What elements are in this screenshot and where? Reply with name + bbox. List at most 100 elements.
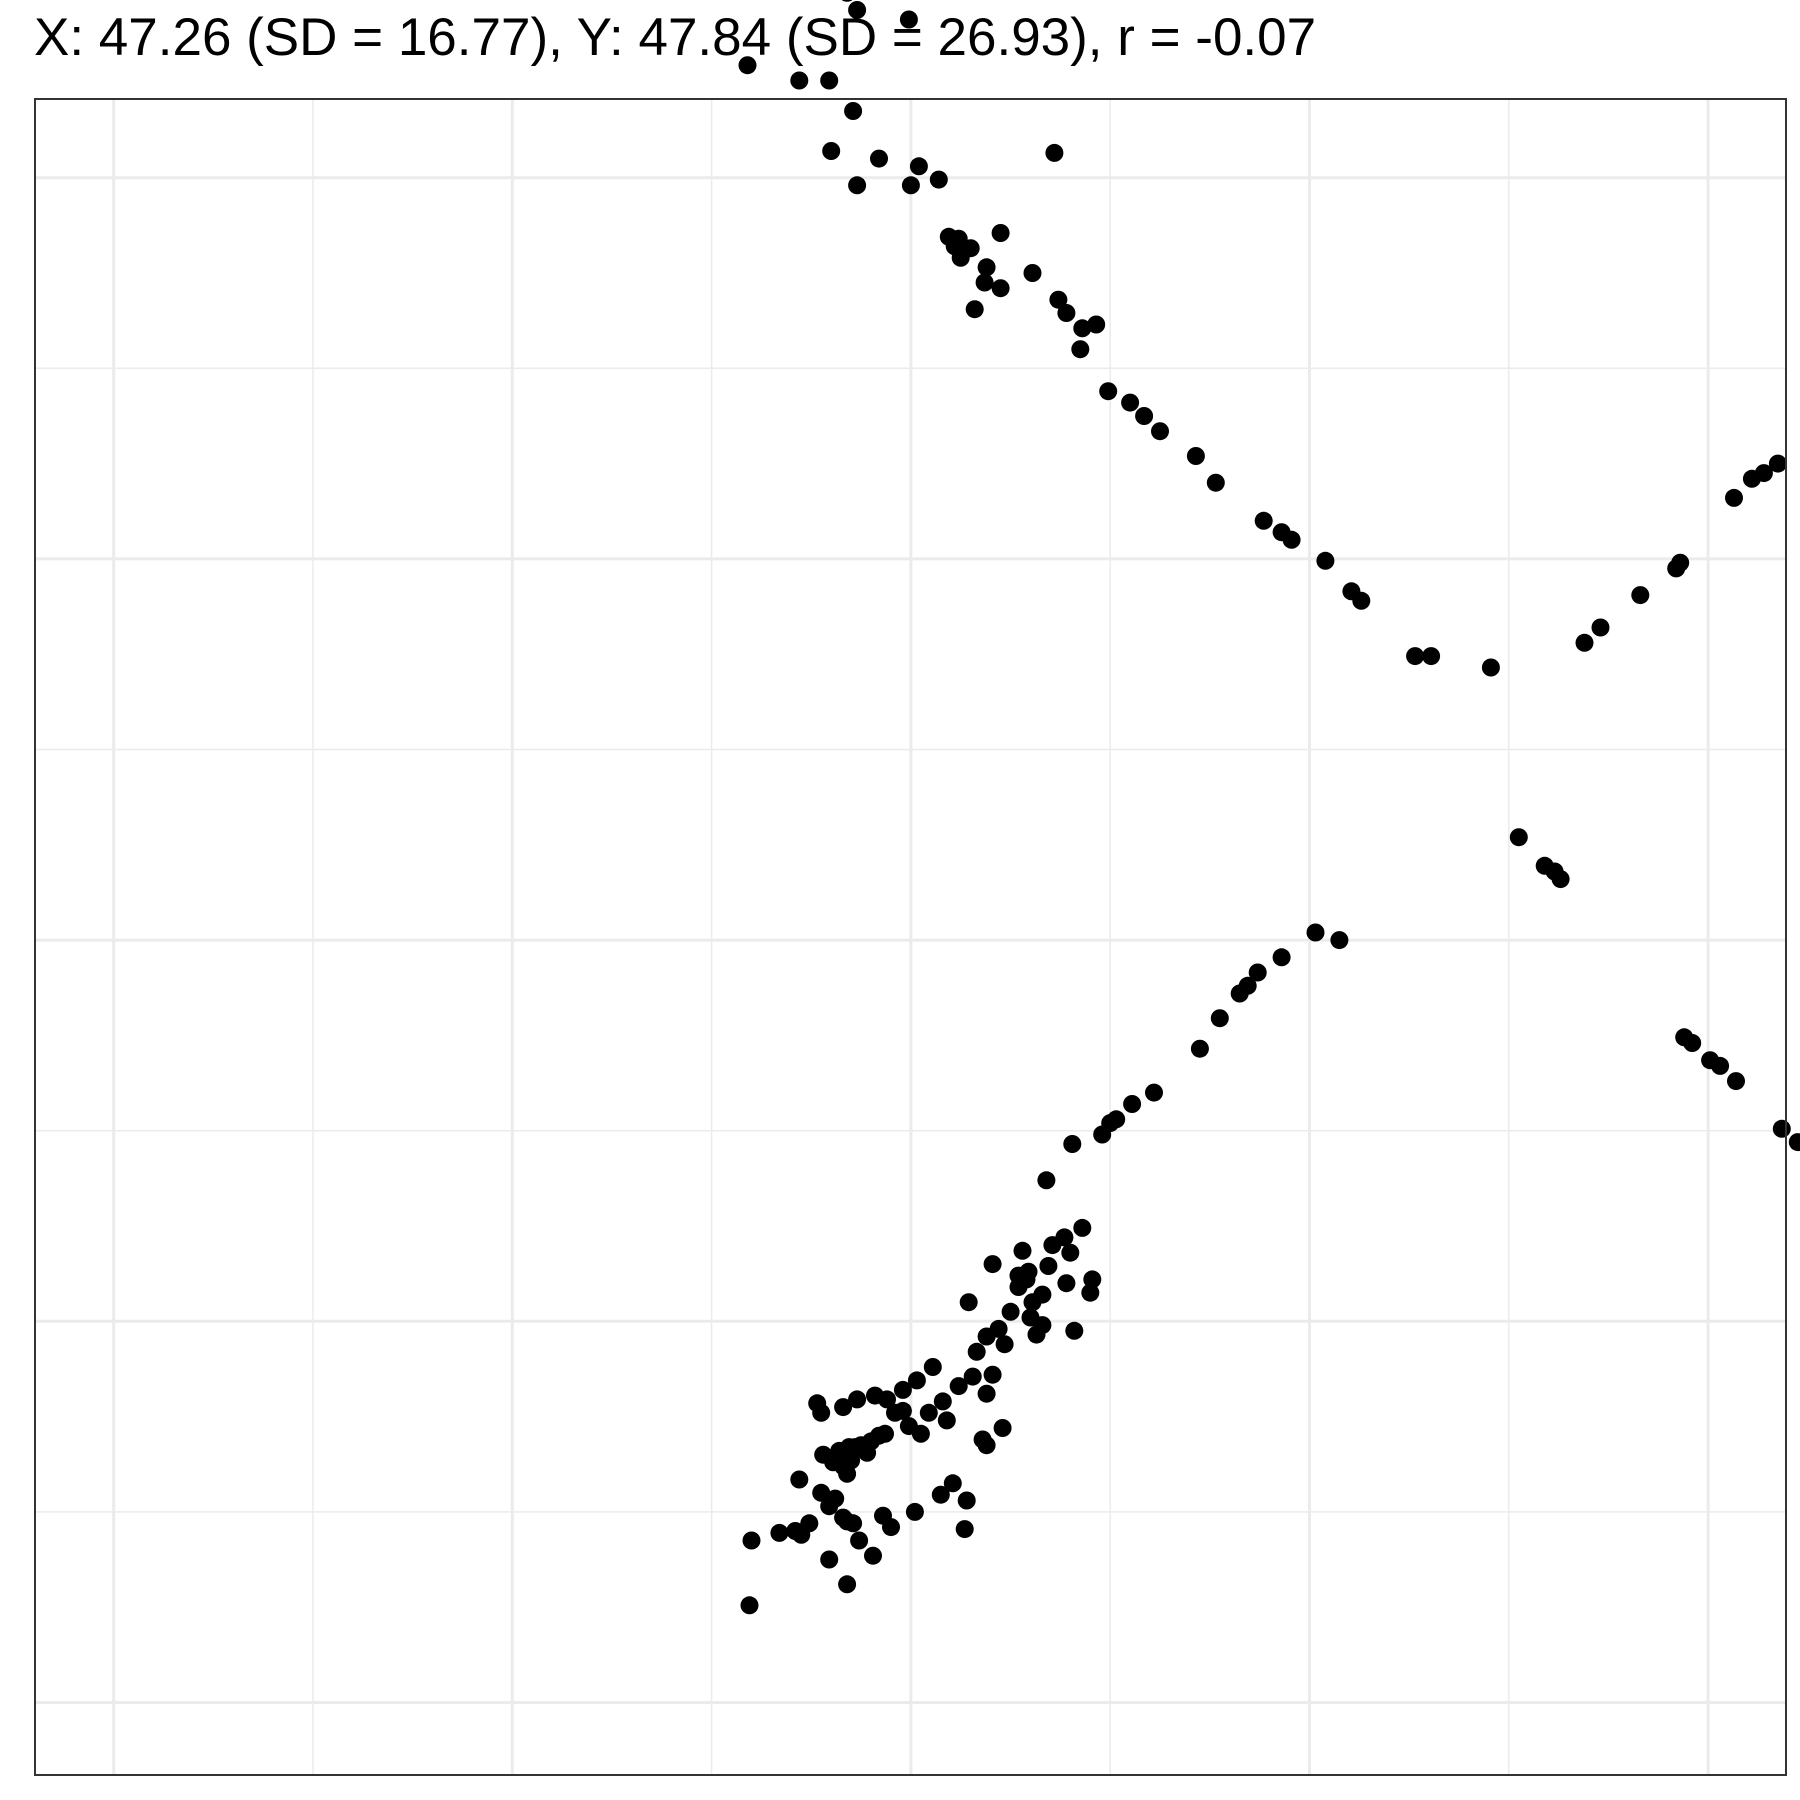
data-point: [1123, 1095, 1142, 1113]
data-point: [963, 1367, 982, 1386]
data-point: [1099, 382, 1118, 401]
data-point: [848, 1390, 867, 1409]
data-point: [1727, 1072, 1745, 1091]
data-point: [1352, 591, 1371, 610]
data-point: [909, 157, 928, 176]
data-point: [792, 1525, 811, 1544]
data-point: [1667, 559, 1686, 578]
data-point: [870, 149, 888, 168]
data-point: [993, 1419, 1012, 1437]
data-point: [850, 1531, 869, 1550]
data-point: [991, 279, 1010, 298]
data-point: [983, 1365, 1002, 1384]
data-point: [1063, 1135, 1082, 1153]
data-point: [864, 1546, 882, 1565]
data-point: [983, 1255, 1002, 1274]
data-point: [1083, 1270, 1102, 1289]
data-point: [957, 1491, 976, 1510]
data-point: [1788, 1133, 1800, 1152]
data-point: [1071, 340, 1090, 359]
data-point: [1272, 948, 1291, 967]
data-point: [738, 56, 757, 75]
data-point: [1768, 454, 1787, 473]
data-point: [812, 1483, 831, 1502]
data-point: [822, 142, 841, 160]
data-point: [1551, 870, 1570, 889]
data-point: [905, 1502, 924, 1521]
data-point: [876, 1424, 894, 1443]
data-point: [899, 1417, 918, 1436]
data-point: [1073, 1218, 1092, 1237]
data-point: [1013, 1241, 1032, 1260]
data-point: [955, 1520, 974, 1539]
data-point: [1039, 1257, 1058, 1275]
data-point: [1033, 1285, 1052, 1304]
data-point: [838, 1575, 857, 1594]
data-point: [1037, 1171, 1056, 1190]
data-point: [1772, 1119, 1791, 1138]
data-point: [838, 1464, 857, 1483]
data-point: [977, 1436, 996, 1455]
data-point: [1631, 586, 1650, 605]
data-point: [995, 1335, 1014, 1354]
data-point: [1725, 488, 1743, 507]
data-point: [1210, 1009, 1229, 1028]
data-point: [1206, 473, 1225, 492]
data-point: [1151, 422, 1169, 441]
data-point: [919, 1403, 938, 1422]
data-point: [1043, 1236, 1062, 1255]
data-point: [1406, 647, 1425, 666]
data-point: [1316, 551, 1335, 570]
data-point: [1081, 1283, 1100, 1302]
data-point: [1186, 447, 1205, 465]
data-point: [1711, 1056, 1730, 1075]
data-point: [1575, 633, 1594, 652]
data-point: [834, 1398, 853, 1417]
data-point: [1254, 511, 1273, 530]
data-points: [738, 0, 1800, 1615]
data-point: [1190, 1039, 1209, 1058]
data-point: [923, 1358, 942, 1376]
data-point: [949, 1377, 968, 1396]
data-point: [1248, 963, 1267, 982]
data-point: [1509, 828, 1528, 847]
data-point: [977, 258, 996, 277]
chart-title: X: 47.26 (SD = 16.77), Y: 47.84 (SD = 26…: [34, 8, 1317, 67]
data-point: [893, 1380, 912, 1399]
data-point: [965, 300, 984, 319]
data-point: [1591, 618, 1610, 637]
data-point: [846, 1438, 865, 1457]
data-point: [1057, 1274, 1076, 1293]
data-point: [991, 224, 1010, 242]
data-point: [812, 1403, 831, 1422]
data-point: [959, 1293, 978, 1312]
data-point: [1330, 931, 1349, 950]
data-point: [1422, 647, 1441, 666]
data-point: [848, 176, 867, 195]
data-point: [899, 10, 918, 29]
data-point: [1742, 469, 1761, 488]
data-point: [1135, 407, 1154, 425]
data-point: [820, 1550, 839, 1569]
data-point: [820, 1497, 839, 1516]
data-point: [770, 1523, 789, 1542]
data-point: [841, 0, 853, 2]
data-point: [937, 1411, 956, 1430]
data-point: [907, 1371, 926, 1390]
data-point: [1023, 264, 1042, 282]
data-point: [977, 1327, 996, 1346]
data-point: [1145, 1083, 1163, 1102]
data-point: [790, 71, 809, 90]
data-point: [1027, 1325, 1046, 1344]
data-point: [740, 1596, 759, 1615]
data-point: [951, 248, 970, 267]
data-point: [943, 1474, 962, 1493]
data-point: [844, 102, 863, 120]
data-point: [844, 1514, 863, 1533]
data-point: [901, 176, 920, 195]
data-point: [1093, 1125, 1112, 1144]
data-point: [742, 1531, 761, 1550]
data-point: [820, 71, 839, 90]
data-point: [1009, 1278, 1028, 1296]
